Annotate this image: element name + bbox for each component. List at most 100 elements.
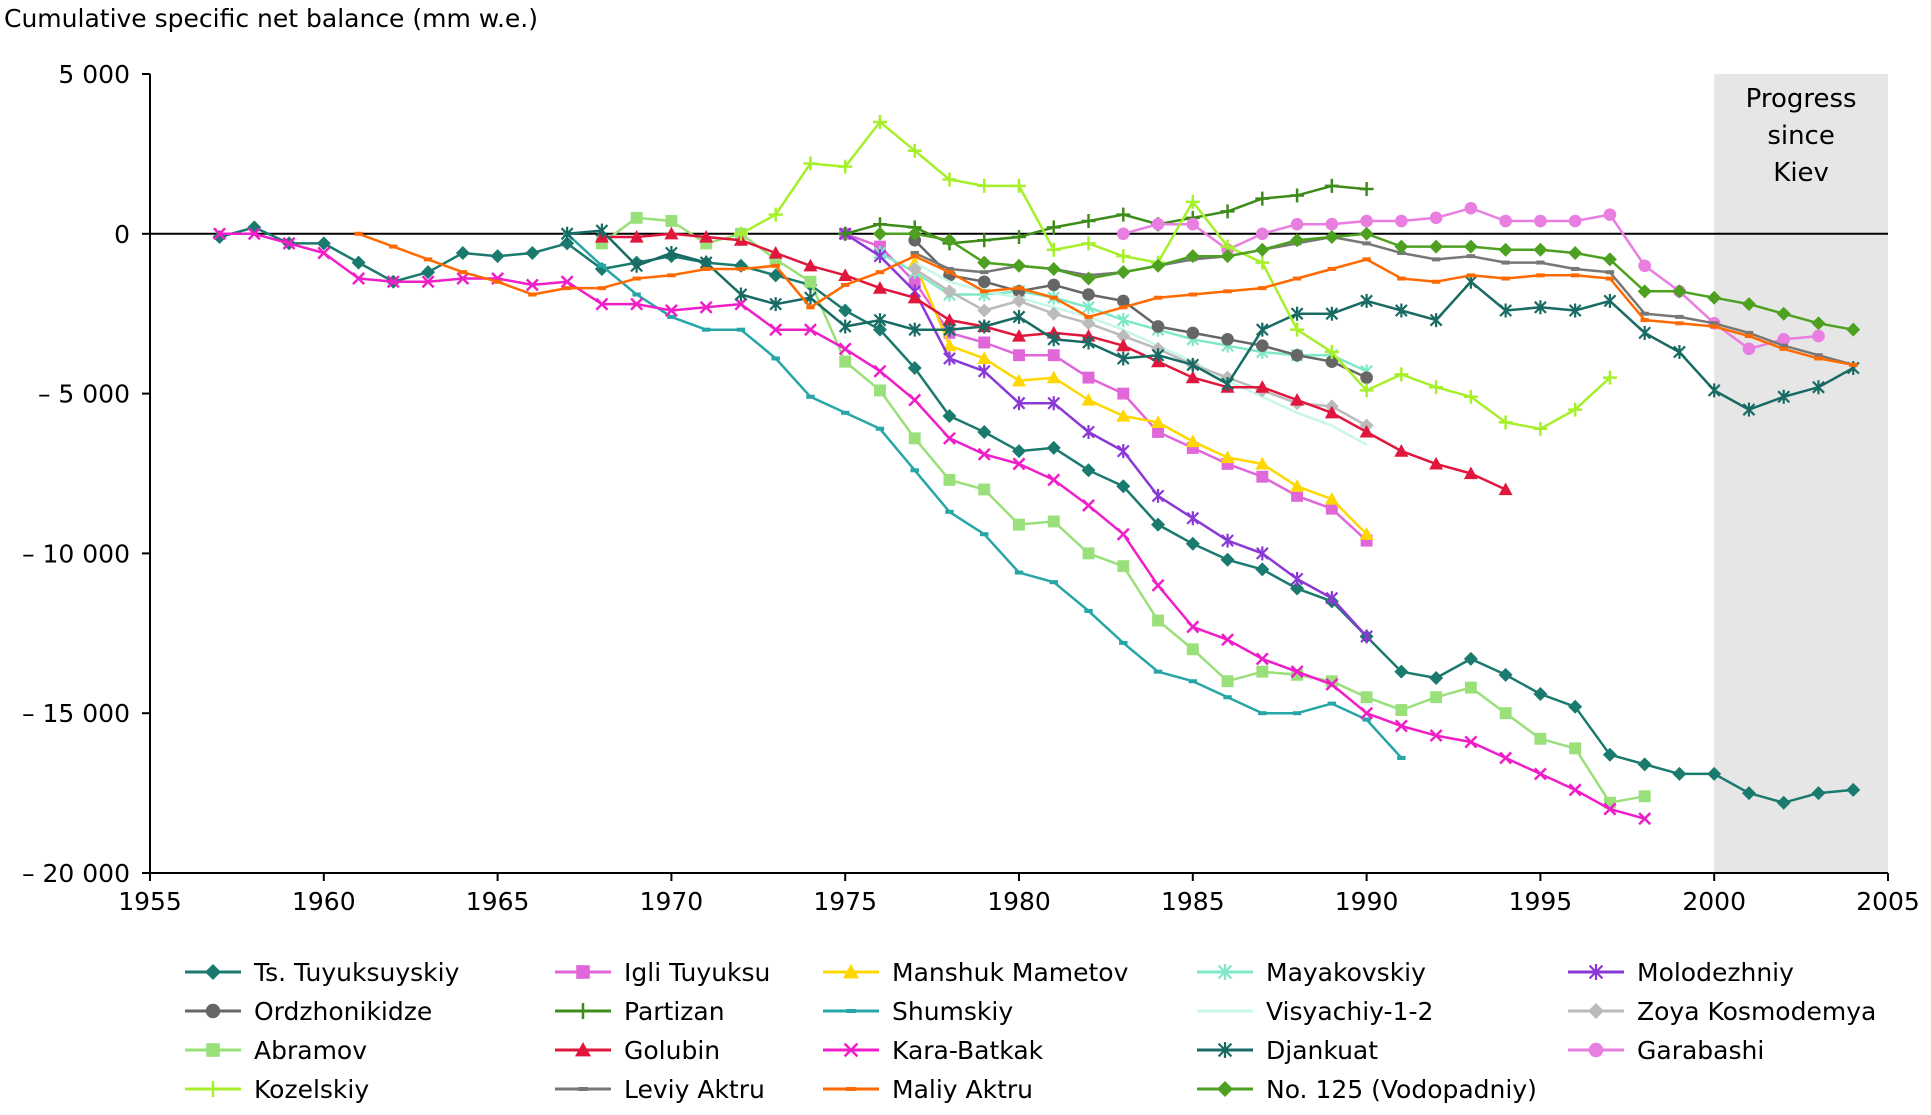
y-tick-label: – 10 000 bbox=[22, 539, 130, 568]
data-point bbox=[1290, 188, 1305, 203]
x-tick-label: 1975 bbox=[813, 887, 877, 916]
legend-item: Ordzhonikidze bbox=[185, 997, 432, 1026]
legend-label: Djankuat bbox=[1266, 1036, 1378, 1065]
data-point bbox=[1116, 313, 1130, 328]
data-point bbox=[1116, 408, 1131, 422]
data-point bbox=[1217, 1042, 1233, 1058]
data-point bbox=[1499, 303, 1513, 318]
data-point bbox=[1012, 178, 1026, 193]
data-point bbox=[1325, 502, 1338, 515]
data-point bbox=[977, 275, 991, 289]
data-point bbox=[1638, 259, 1651, 273]
data-point bbox=[1186, 643, 1199, 656]
legend-label: Ts. Tuyuksuyskiy bbox=[253, 958, 460, 987]
data-point bbox=[1255, 191, 1270, 206]
data-point bbox=[1499, 214, 1512, 228]
data-point bbox=[1324, 229, 1339, 244]
legend-label: Manshuk Mametov bbox=[892, 958, 1129, 987]
data-point bbox=[1395, 214, 1408, 228]
data-point bbox=[1116, 265, 1131, 280]
data-point bbox=[595, 297, 609, 311]
series-djankuat bbox=[560, 223, 1860, 417]
data-point bbox=[1081, 463, 1096, 478]
data-point bbox=[1603, 293, 1617, 308]
data-point bbox=[1221, 533, 1234, 548]
data-point bbox=[1255, 652, 1269, 666]
data-point bbox=[1046, 440, 1061, 455]
data-point bbox=[1186, 357, 1200, 372]
data-point bbox=[1324, 405, 1339, 419]
legend-label: Visyachiy-1-2 bbox=[1266, 997, 1433, 1026]
data-point bbox=[1290, 392, 1305, 406]
data-point bbox=[206, 1043, 220, 1057]
data-point bbox=[942, 338, 957, 352]
data-point bbox=[1359, 226, 1374, 241]
data-point bbox=[1291, 668, 1304, 681]
data-point bbox=[1082, 424, 1095, 439]
data-point bbox=[1394, 303, 1408, 318]
data-point bbox=[1638, 812, 1652, 826]
data-point bbox=[1533, 687, 1548, 702]
data-point bbox=[205, 1081, 221, 1097]
data-point bbox=[907, 261, 922, 276]
data-point bbox=[1221, 332, 1234, 346]
series-line bbox=[844, 232, 1368, 638]
shaded-region-label-line: Kiev bbox=[1773, 158, 1829, 188]
data-point bbox=[873, 313, 887, 328]
data-point bbox=[838, 342, 852, 356]
data-point bbox=[733, 226, 748, 241]
data-point bbox=[1463, 466, 1478, 480]
data-point bbox=[664, 304, 678, 317]
legend-label: Kara-Batkak bbox=[892, 1036, 1044, 1065]
data-point bbox=[1464, 201, 1478, 215]
data-point bbox=[1046, 306, 1061, 321]
data-point bbox=[977, 447, 991, 461]
data-point bbox=[1012, 258, 1026, 273]
data-point bbox=[1360, 534, 1373, 547]
data-point bbox=[1464, 681, 1477, 694]
data-point bbox=[1082, 498, 1096, 512]
legend-label: Kozelskiy bbox=[254, 1075, 369, 1104]
data-point bbox=[1534, 300, 1547, 315]
legend-item: Abramov bbox=[185, 1036, 367, 1065]
data-point bbox=[1290, 571, 1304, 586]
data-point bbox=[1777, 332, 1791, 346]
chart-title: Cumulative specific net balance (mm w.e.… bbox=[4, 4, 538, 33]
data-point bbox=[942, 172, 957, 187]
data-point bbox=[1117, 387, 1130, 400]
data-point bbox=[838, 319, 852, 334]
legend-item: Djankuat bbox=[1197, 1036, 1378, 1065]
data-point bbox=[1217, 964, 1233, 980]
data-point bbox=[630, 258, 644, 273]
legend-item: Mayakovskiy bbox=[1197, 958, 1426, 987]
data-point bbox=[560, 226, 574, 241]
data-point bbox=[1776, 795, 1791, 810]
data-point bbox=[1325, 217, 1339, 231]
data-point bbox=[1116, 329, 1131, 344]
data-point bbox=[1082, 288, 1095, 301]
data-point bbox=[1429, 211, 1443, 225]
data-point bbox=[525, 278, 539, 292]
data-point bbox=[1256, 665, 1269, 678]
data-point bbox=[873, 364, 887, 378]
data-point bbox=[1185, 370, 1200, 384]
legend-item: Zoya Kosmodemya bbox=[1568, 997, 1876, 1026]
data-point bbox=[874, 384, 886, 397]
data-point bbox=[1638, 790, 1651, 803]
legend-item: No. 125 (Vodopadniy) bbox=[1197, 1075, 1537, 1104]
legend-label: Mayakovskiy bbox=[1266, 958, 1426, 987]
data-point bbox=[1221, 675, 1234, 688]
data-point bbox=[700, 237, 713, 250]
data-point bbox=[942, 233, 957, 248]
data-point bbox=[769, 323, 783, 337]
legend-item: Molodezhniy bbox=[1568, 958, 1794, 987]
data-point bbox=[1325, 355, 1339, 368]
legend-item: Visyachiy-1-2 bbox=[1197, 997, 1433, 1026]
data-point bbox=[575, 1003, 591, 1019]
data-point bbox=[1569, 742, 1582, 755]
data-point bbox=[1116, 227, 1130, 241]
legend-item: Partizan bbox=[555, 997, 725, 1026]
data-point bbox=[1186, 620, 1200, 634]
data-point bbox=[1255, 562, 1270, 577]
